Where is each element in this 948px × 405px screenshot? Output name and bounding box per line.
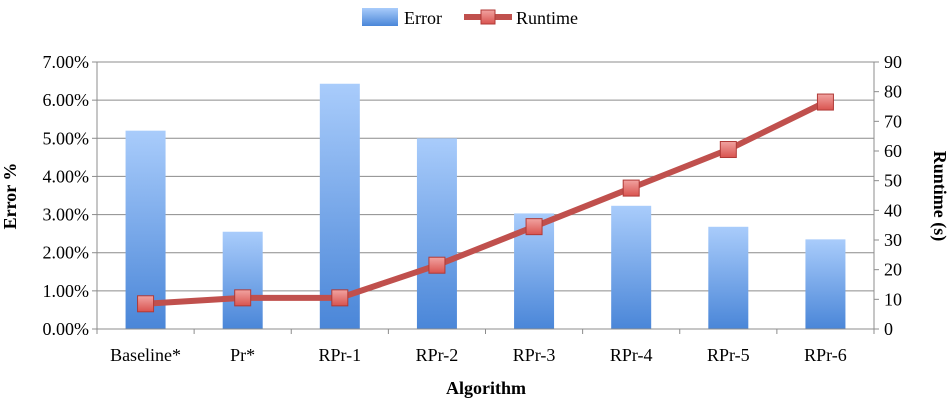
right-tick-label: 0 xyxy=(884,319,893,339)
right-tick-label: 40 xyxy=(884,200,902,220)
runtime-marker xyxy=(331,289,349,307)
gridlines xyxy=(97,61,874,330)
right-tick-label: 80 xyxy=(884,82,902,102)
runtime-marker xyxy=(719,141,737,159)
x-axis-ticks: Baseline* Pr* RPr-1 RPr-2 RPr-3 RPr-4 RPr-5 RPr… xyxy=(96,329,875,365)
runtime-line xyxy=(145,99,827,307)
left-tick-label: 1.00% xyxy=(43,281,90,301)
error-bar xyxy=(708,226,749,329)
x-tick-label: Pr* xyxy=(230,345,255,365)
left-tick-label: 7.00% xyxy=(43,52,90,72)
x-tick-label: RPr-3 xyxy=(513,345,556,365)
left-tick-label: 5.00% xyxy=(43,128,90,148)
y-axis-title: Error % xyxy=(0,163,20,230)
x-axis-title: Algorithm xyxy=(446,378,526,398)
runtime-marker xyxy=(137,295,155,313)
legend-swatch-error xyxy=(362,8,398,26)
left-tick-label: 3.00% xyxy=(43,205,90,225)
x-tick-label: RPr-2 xyxy=(416,345,459,365)
right-tick-label: 60 xyxy=(884,141,902,161)
right-tick-label: 70 xyxy=(884,111,902,131)
legend: Error Runtime xyxy=(362,8,578,28)
left-tick-label: 6.00% xyxy=(43,90,90,110)
x-tick-label: RPr-4 xyxy=(610,345,653,365)
left-tick-label: 4.00% xyxy=(43,166,90,186)
runtime-marker xyxy=(234,289,252,307)
error-bar xyxy=(319,83,360,330)
y2-axis-title: Runtime (s) xyxy=(929,151,948,242)
right-axis-ticks: 0 10 20 30 40 50 60 70 80 90 xyxy=(874,52,902,339)
runtime-marker xyxy=(525,218,543,236)
error-bar xyxy=(222,231,263,329)
legend-swatch-runtime-marker xyxy=(480,9,496,25)
error-bar xyxy=(611,205,652,329)
right-tick-label: 30 xyxy=(884,230,902,250)
error-bar xyxy=(416,138,457,329)
right-tick-label: 50 xyxy=(884,171,902,191)
legend-label-error: Error xyxy=(404,8,442,28)
runtime-marker xyxy=(428,256,446,274)
legend-label-runtime: Runtime xyxy=(516,8,578,28)
x-tick-label: RPr-1 xyxy=(318,345,361,365)
runtime-marker xyxy=(816,93,834,111)
x-tick-label: Baseline* xyxy=(110,345,181,365)
error-bars xyxy=(125,83,846,330)
left-tick-label: 2.00% xyxy=(43,243,90,263)
error-bar xyxy=(805,239,846,329)
x-tick-label: RPr-6 xyxy=(804,345,847,365)
right-tick-label: 90 xyxy=(884,52,902,72)
right-tick-label: 20 xyxy=(884,260,902,280)
runtime-marker xyxy=(622,179,640,197)
x-tick-label: RPr-5 xyxy=(707,345,750,365)
runtime-series xyxy=(137,93,834,313)
axes xyxy=(96,62,875,330)
left-axis-ticks: 0.00% 1.00% 2.00% 3.00% 4.00% 5.00% 6.00% 7.00% xyxy=(43,52,97,339)
left-tick-label: 0.00% xyxy=(43,319,90,339)
right-tick-label: 10 xyxy=(884,289,902,309)
